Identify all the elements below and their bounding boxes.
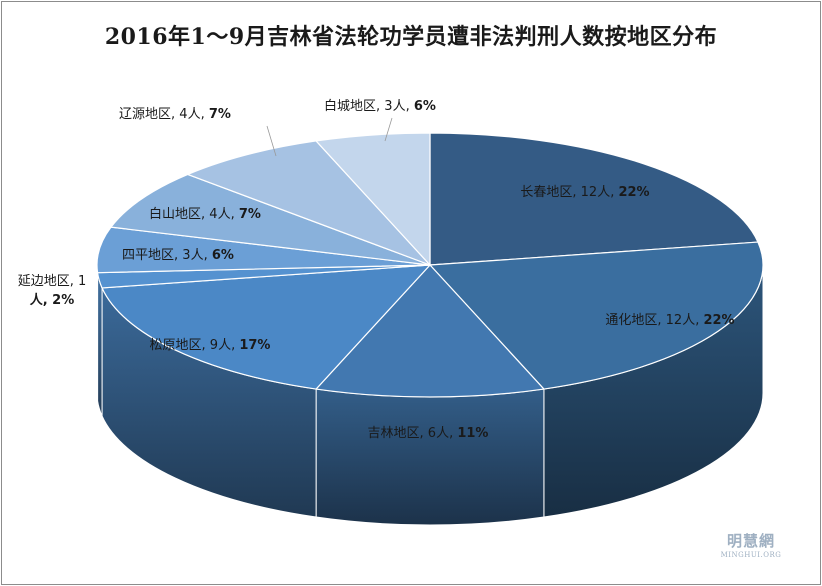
pie-slice-6 [109, 173, 431, 266]
minghui-watermark: 明慧網 MINGHUI.ORG [716, 530, 786, 559]
leader-line-0 [266, 125, 277, 157]
pie-slice-7 [186, 140, 431, 266]
pie-slice-8 [314, 132, 431, 267]
slice-label-5: 四平地区, 3人, 6% [122, 248, 234, 263]
leader-line-1 [384, 117, 393, 142]
slice-label-7: 辽源地区, 4人, 7% [119, 107, 231, 122]
watermark-english: MINGHUI.ORG [720, 551, 782, 559]
pie-top-faces [96, 132, 764, 398]
chart-title: 2016年1～9月吉林省法轮功学员遭非法判刑人数按地区分布 [104, 24, 718, 50]
slice-label-6: 白山地区, 4人, 7% [149, 206, 261, 222]
slice-label-2: 吉林地区, 6人, 11% [368, 426, 489, 441]
pie-labels: 长春地区, 12人, 22% 通化地区, 12人, 22% 吉林地区, 6人, 11… [18, 98, 735, 441]
slice-label-0: 长春地区, 12人, 22% [520, 185, 649, 200]
pie-wall-2 [315, 388, 545, 526]
pie-slice-0 [429, 132, 759, 266]
pie-wall-4 [97, 272, 103, 417]
watermark-chinese: 明慧網 [726, 532, 775, 550]
slice-label-8: 白城地区, 3人, 6% [324, 98, 436, 114]
slice-label-1: 通化地区, 12人, 22% [605, 313, 734, 328]
slice-label-4: 延边地区, 1 人, 2% [18, 274, 87, 308]
pie-slice-3 [101, 264, 432, 390]
pie-slice-2 [314, 264, 546, 398]
pie-slice-1 [428, 241, 764, 390]
slice-label-3: 松原地区, 9人, 17% [150, 338, 271, 353]
pie-wall-5 [96, 264, 99, 401]
